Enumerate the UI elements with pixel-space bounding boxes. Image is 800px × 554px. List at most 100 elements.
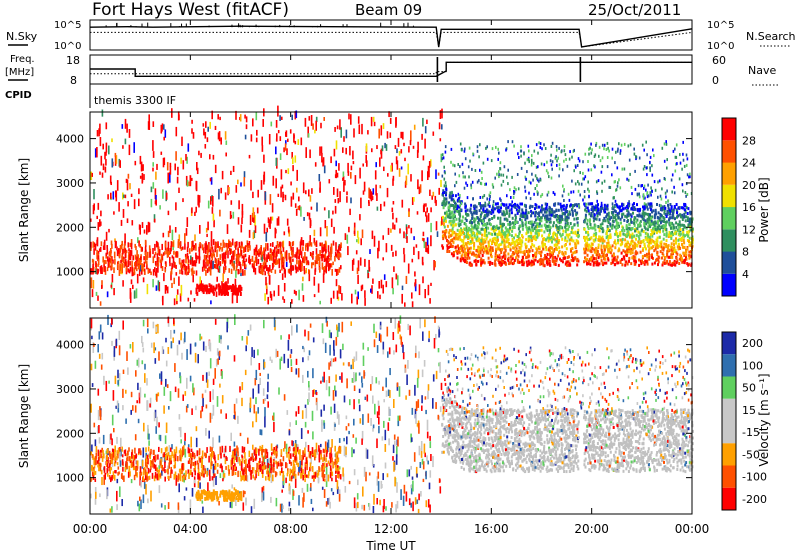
range-cell (665, 261, 668, 265)
noise-tick-right-bottom: 10^0 (707, 41, 734, 52)
range-cell (397, 137, 400, 147)
range-cell (587, 187, 589, 191)
range-cell (270, 216, 272, 224)
range-cell (304, 117, 307, 127)
range-cell (189, 259, 192, 265)
range-cell (458, 224, 461, 228)
range-cell (686, 230, 689, 234)
range-cell (631, 251, 634, 255)
range-cell (609, 224, 612, 228)
range-cell (513, 240, 516, 244)
range-cell (193, 260, 196, 266)
range-cell (438, 122, 441, 130)
range-cell (175, 126, 178, 137)
range-cell (676, 162, 678, 166)
range-cell (236, 253, 238, 259)
range-cell (590, 245, 593, 248)
freq-panel: 18 8 60 0 (66, 54, 726, 87)
range-cell (305, 190, 307, 195)
range-cell (475, 237, 478, 241)
range-cell (232, 250, 234, 257)
range-cell (650, 193, 652, 197)
range-cell (463, 186, 466, 190)
range-cell (275, 258, 277, 265)
range-cell (211, 246, 214, 250)
range-cell (170, 273, 172, 281)
range-cell (128, 129, 131, 138)
range-cell (465, 251, 468, 255)
range-cell (274, 227, 277, 239)
range-cell (191, 177, 193, 181)
range-cell (186, 217, 189, 228)
range-cell (496, 172, 498, 176)
range-cell (498, 151, 500, 155)
range-cell (609, 245, 612, 249)
range-cell (245, 264, 247, 268)
range-cell (584, 213, 587, 217)
range-cell (458, 234, 461, 238)
range-cell (202, 341, 205, 351)
range-cell (299, 241, 302, 246)
range-cell (560, 150, 563, 154)
range-cell (448, 228, 451, 232)
range-cell (527, 250, 530, 254)
range-cell (627, 212, 630, 216)
range-cell (675, 251, 678, 255)
range-cell (603, 203, 606, 207)
range-cell (314, 269, 316, 275)
range-cell (150, 186, 153, 193)
range-cell (430, 159, 432, 167)
range-cell (218, 265, 221, 273)
range-cell (357, 237, 360, 244)
range-cell (357, 116, 360, 124)
range-cell (478, 242, 481, 245)
range-cell (664, 221, 667, 224)
range-cell (646, 207, 649, 211)
range-cell (613, 263, 616, 267)
range-cell (528, 206, 531, 210)
range-cell (307, 261, 310, 266)
range-cell (621, 229, 624, 233)
range-cell (525, 260, 528, 264)
range-cell (240, 182, 242, 187)
nsky-label: N.Sky (6, 30, 38, 43)
range-cell (139, 225, 141, 235)
range-cell (670, 245, 673, 249)
range-cell (271, 263, 274, 270)
range-cell (686, 216, 689, 220)
range-cell (455, 233, 458, 236)
range-cell (589, 202, 592, 206)
range-cell (683, 215, 686, 219)
range-cell (392, 222, 394, 230)
range-cell (534, 258, 537, 262)
range-cell (126, 123, 128, 133)
range-cell (350, 197, 352, 204)
range-cell (344, 233, 347, 241)
range-cell (487, 218, 490, 222)
range-cell (309, 235, 311, 246)
range-cell (498, 230, 501, 234)
range-cell (645, 203, 647, 207)
range-cell (636, 227, 639, 231)
range-cell (193, 270, 195, 275)
range-cell (586, 230, 589, 234)
range-cell (465, 235, 468, 239)
range-cell (337, 268, 339, 275)
range-cell (147, 121, 150, 130)
range-cell (232, 211, 235, 219)
range-cell (332, 261, 334, 266)
range-cell (542, 244, 545, 248)
range-cell (662, 253, 665, 257)
range-cell (368, 187, 370, 199)
range-cell (657, 180, 659, 184)
range-cell (273, 290, 275, 297)
range-cell (611, 260, 614, 264)
range-cell (665, 220, 668, 224)
range-cell (150, 271, 152, 276)
range-cell (376, 476, 379, 486)
range-cell (380, 203, 382, 212)
range-cell (595, 235, 597, 239)
range-cell (575, 250, 578, 254)
range-cell (240, 272, 242, 277)
range-cell (318, 262, 321, 271)
